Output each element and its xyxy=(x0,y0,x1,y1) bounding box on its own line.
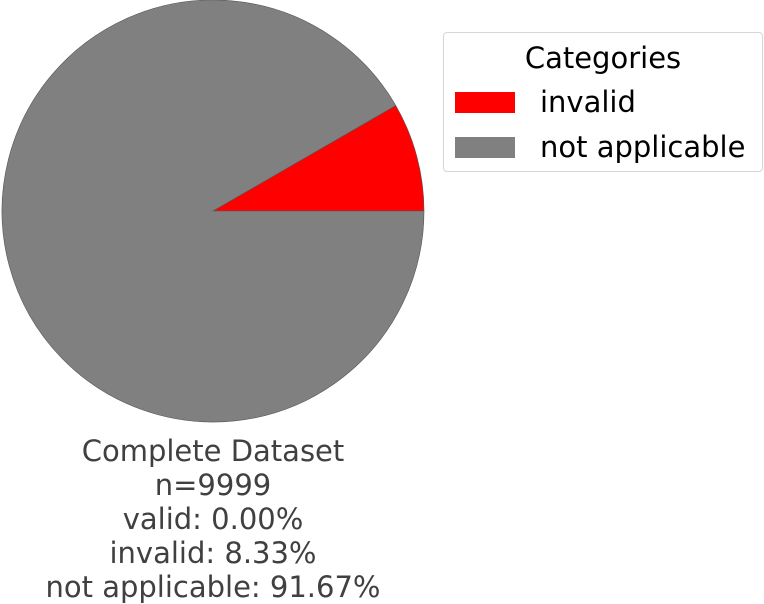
pie-slice-invalid xyxy=(211,105,425,212)
caption-not-applicable: not applicable: 91.67% xyxy=(45,570,381,604)
pie-slice-not-applicable xyxy=(1,0,425,423)
legend-swatch-not-applicable xyxy=(455,136,515,158)
caption-valid: valid: 0.00% xyxy=(122,502,304,536)
caption-invalid: invalid: 8.33% xyxy=(109,536,317,570)
chart-caption: Complete Dataset n=9999 valid: 0.00% inv… xyxy=(13,434,413,604)
legend-item-not-applicable: not applicable xyxy=(455,130,746,164)
legend-label-invalid: invalid xyxy=(540,85,636,119)
legend-label-not-applicable: not applicable xyxy=(540,130,746,164)
legend-swatch-invalid xyxy=(455,91,515,113)
caption-count: n=9999 xyxy=(154,468,272,502)
pie-slices xyxy=(1,0,425,423)
legend: Categories invalid not applicable xyxy=(443,32,763,172)
caption-title: Complete Dataset xyxy=(81,434,345,468)
legend-item-invalid: invalid xyxy=(455,85,636,119)
legend-title: Categories xyxy=(524,41,682,75)
